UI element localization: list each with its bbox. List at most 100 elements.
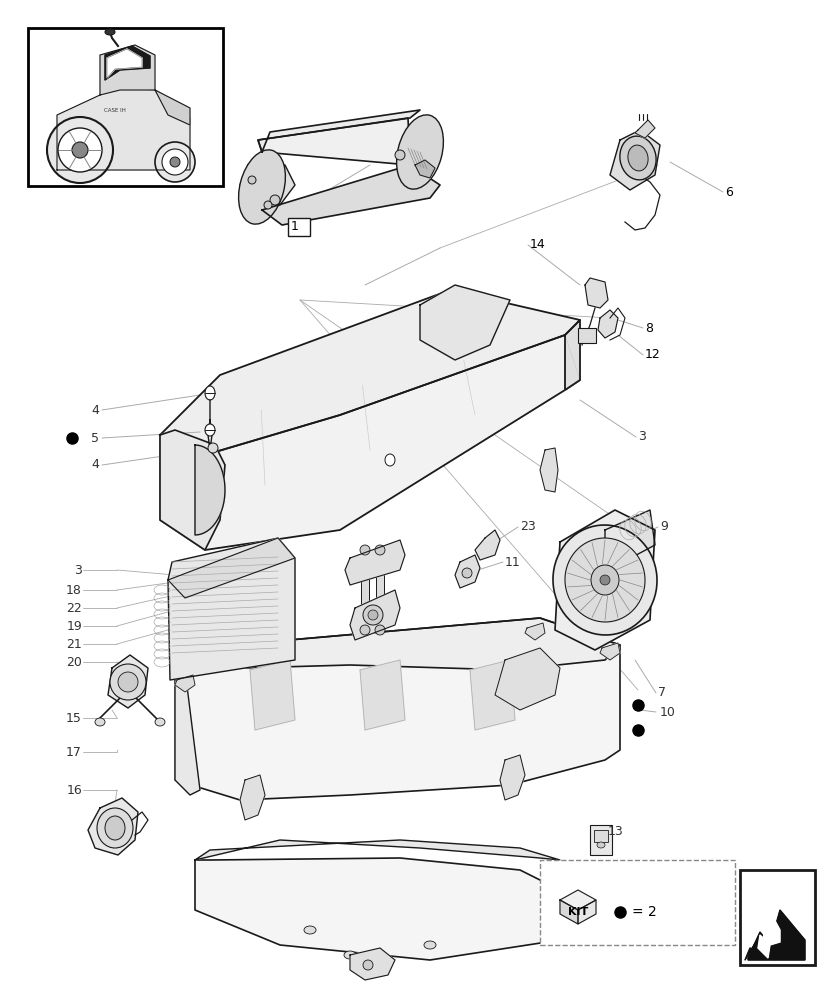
Ellipse shape bbox=[110, 664, 146, 700]
Text: 9: 9 bbox=[659, 520, 667, 534]
Ellipse shape bbox=[600, 575, 609, 585]
Ellipse shape bbox=[304, 926, 316, 934]
Ellipse shape bbox=[205, 424, 215, 436]
Polygon shape bbox=[524, 623, 544, 640]
Text: 7: 7 bbox=[657, 686, 665, 700]
Polygon shape bbox=[500, 755, 524, 800]
Polygon shape bbox=[195, 840, 559, 860]
Polygon shape bbox=[240, 775, 265, 820]
Bar bbox=[539, 860, 734, 945]
Ellipse shape bbox=[95, 718, 105, 726]
Polygon shape bbox=[495, 648, 559, 710]
Text: 16: 16 bbox=[66, 784, 82, 796]
Text: 5: 5 bbox=[91, 432, 99, 444]
Ellipse shape bbox=[270, 195, 280, 205]
Polygon shape bbox=[360, 660, 404, 730]
Polygon shape bbox=[160, 430, 225, 550]
Text: 22: 22 bbox=[66, 601, 82, 614]
Text: 21: 21 bbox=[66, 638, 82, 650]
Polygon shape bbox=[470, 660, 514, 730]
Polygon shape bbox=[539, 448, 557, 492]
Polygon shape bbox=[597, 310, 617, 338]
Ellipse shape bbox=[564, 538, 644, 622]
Text: 18: 18 bbox=[66, 584, 82, 596]
Ellipse shape bbox=[385, 454, 394, 466]
Text: 4: 4 bbox=[91, 403, 98, 416]
Ellipse shape bbox=[105, 816, 125, 840]
Polygon shape bbox=[744, 935, 774, 960]
Polygon shape bbox=[757, 935, 769, 958]
Ellipse shape bbox=[155, 142, 195, 182]
Ellipse shape bbox=[248, 176, 256, 184]
Bar bbox=[361, 550, 369, 630]
Ellipse shape bbox=[394, 150, 404, 160]
Text: 14: 14 bbox=[529, 238, 545, 251]
Polygon shape bbox=[88, 798, 138, 855]
Polygon shape bbox=[345, 540, 404, 585]
Polygon shape bbox=[168, 538, 294, 680]
Polygon shape bbox=[585, 278, 607, 308]
Text: 10: 10 bbox=[659, 706, 675, 718]
Text: 3: 3 bbox=[74, 564, 82, 576]
Text: 12: 12 bbox=[644, 349, 660, 361]
Ellipse shape bbox=[208, 443, 218, 453]
Bar bbox=[590, 825, 611, 855]
Polygon shape bbox=[564, 320, 579, 390]
Ellipse shape bbox=[105, 29, 115, 35]
Polygon shape bbox=[160, 335, 579, 550]
Ellipse shape bbox=[205, 386, 215, 400]
Polygon shape bbox=[160, 290, 579, 455]
Polygon shape bbox=[174, 650, 200, 795]
Ellipse shape bbox=[360, 545, 370, 555]
Polygon shape bbox=[559, 900, 577, 924]
Polygon shape bbox=[195, 858, 559, 960]
Ellipse shape bbox=[155, 718, 165, 726]
Polygon shape bbox=[174, 618, 619, 800]
Ellipse shape bbox=[375, 625, 385, 635]
Polygon shape bbox=[350, 948, 394, 980]
Polygon shape bbox=[609, 130, 659, 190]
Polygon shape bbox=[455, 555, 480, 588]
Polygon shape bbox=[100, 45, 155, 95]
Ellipse shape bbox=[47, 117, 112, 183]
Ellipse shape bbox=[118, 672, 138, 692]
Text: = 2: = 2 bbox=[631, 905, 656, 919]
Ellipse shape bbox=[552, 525, 657, 635]
Polygon shape bbox=[258, 118, 409, 165]
Polygon shape bbox=[577, 900, 595, 924]
Ellipse shape bbox=[97, 808, 133, 848]
Ellipse shape bbox=[367, 610, 378, 620]
Ellipse shape bbox=[264, 201, 272, 209]
Bar bbox=[593, 830, 607, 842]
Polygon shape bbox=[600, 643, 619, 660]
Ellipse shape bbox=[590, 565, 619, 595]
Bar bbox=[739, 870, 814, 965]
Polygon shape bbox=[174, 675, 195, 692]
Text: 6: 6 bbox=[724, 186, 732, 199]
Polygon shape bbox=[554, 510, 654, 650]
Bar bbox=[375, 550, 384, 630]
Ellipse shape bbox=[343, 951, 356, 959]
Text: 11: 11 bbox=[504, 556, 520, 568]
Polygon shape bbox=[634, 120, 654, 138]
Polygon shape bbox=[761, 915, 779, 948]
Ellipse shape bbox=[238, 150, 285, 224]
Polygon shape bbox=[240, 160, 294, 210]
Ellipse shape bbox=[162, 149, 188, 175]
Polygon shape bbox=[605, 510, 654, 568]
Polygon shape bbox=[350, 590, 399, 640]
Text: CASE IH: CASE IH bbox=[104, 108, 126, 113]
Ellipse shape bbox=[72, 142, 88, 158]
Polygon shape bbox=[107, 49, 141, 78]
Ellipse shape bbox=[375, 545, 385, 555]
Text: 4: 4 bbox=[91, 458, 98, 472]
Ellipse shape bbox=[362, 960, 372, 970]
Ellipse shape bbox=[619, 136, 655, 180]
Polygon shape bbox=[419, 285, 509, 360]
Ellipse shape bbox=[627, 145, 648, 171]
Polygon shape bbox=[57, 88, 189, 170]
Text: 19: 19 bbox=[66, 619, 82, 632]
Bar bbox=[28, 28, 222, 186]
Polygon shape bbox=[414, 160, 434, 178]
Text: 23: 23 bbox=[519, 520, 535, 534]
